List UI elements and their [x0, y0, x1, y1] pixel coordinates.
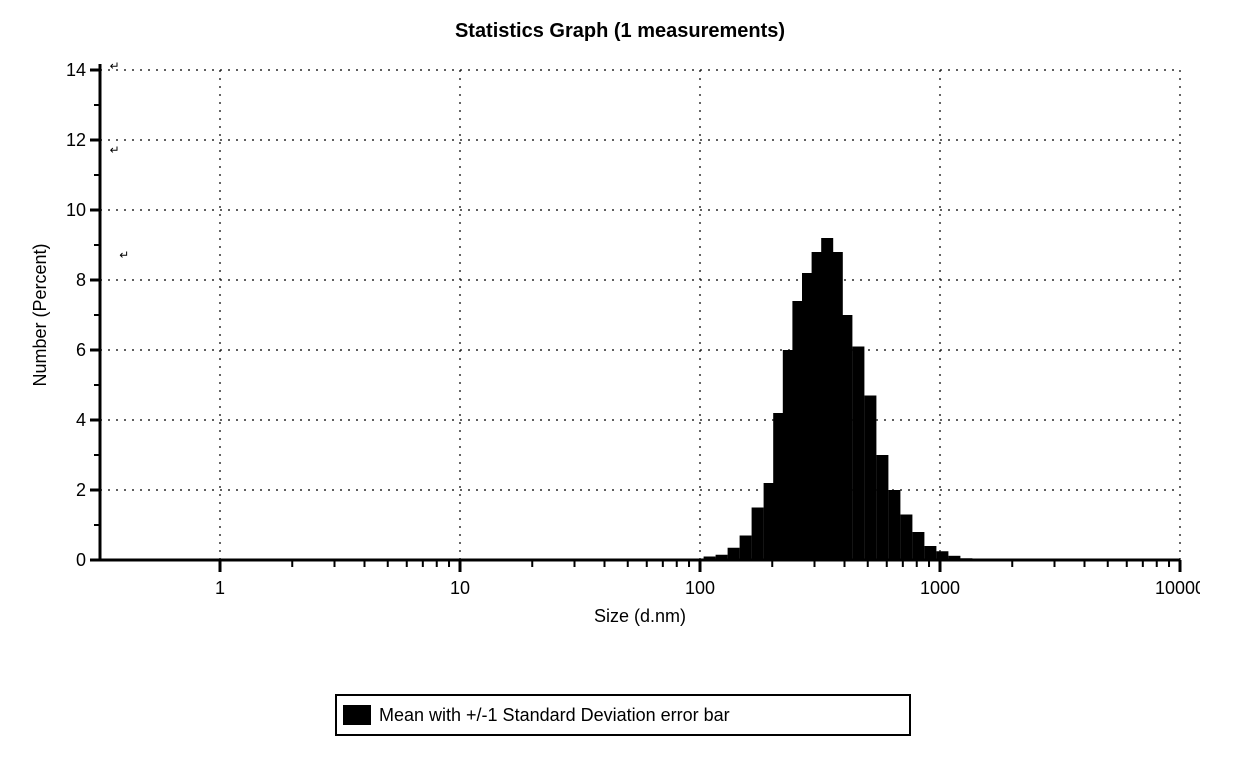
legend-text: Mean with +/-1 Standard Deviation error …	[379, 705, 730, 726]
histogram-bar	[912, 532, 924, 560]
y-tick-label: 6	[76, 340, 86, 360]
y-tick-label: 2	[76, 480, 86, 500]
plot-svg: ↵ ↵ ↵ 0 2 4 6 8 10 12 14 1 10 100 1000 10000 Size (d.nm)…	[30, 52, 1200, 640]
y-tick-label: 12	[66, 130, 86, 150]
x-tick-label: 1000	[920, 578, 960, 598]
histogram-bar	[852, 347, 864, 561]
x-tick-label: 10	[450, 578, 470, 598]
y-tick-label: 14	[66, 60, 86, 80]
y-tick-label: 8	[76, 270, 86, 290]
y-tick-label: 4	[76, 410, 86, 430]
histogram-bar	[864, 396, 876, 561]
x-tick-label: 100	[685, 578, 715, 598]
histogram-bar	[752, 508, 764, 561]
histogram-bar	[840, 315, 852, 560]
chart-container: Statistics Graph (1 measurements) ↵ ↵ ↵ 0 2 4…	[0, 0, 1240, 767]
histogram-bar	[888, 490, 900, 560]
y-tick-label: 0	[76, 550, 86, 570]
x-axis-label: Size (d.nm)	[594, 606, 686, 626]
x-tick-label: 10000	[1155, 578, 1200, 598]
histogram-bar	[728, 548, 740, 560]
artifact-mark: ↵	[110, 143, 120, 157]
chart-title: Statistics Graph (1 measurements)	[0, 20, 1240, 43]
y-tick-label: 10	[66, 200, 86, 220]
x-tick-label: 1	[215, 578, 225, 598]
artifact-mark: ↵	[110, 59, 120, 73]
y-axis-label: Number (Percent)	[30, 243, 50, 386]
histogram-bar	[740, 536, 752, 561]
plot-background	[100, 70, 1180, 560]
plot-holder: ↵ ↵ ↵ 0 2 4 6 8 10 12 14 1 10 100 1000 10000 Size (d.nm)…	[30, 52, 1200, 645]
legend-swatch	[343, 705, 371, 725]
histogram-bar	[924, 546, 936, 560]
artifact-mark: ↵	[119, 248, 129, 262]
legend-box: Mean with +/-1 Standard Deviation error …	[335, 694, 911, 736]
histogram-bar	[900, 515, 912, 561]
histogram-bar	[876, 455, 888, 560]
